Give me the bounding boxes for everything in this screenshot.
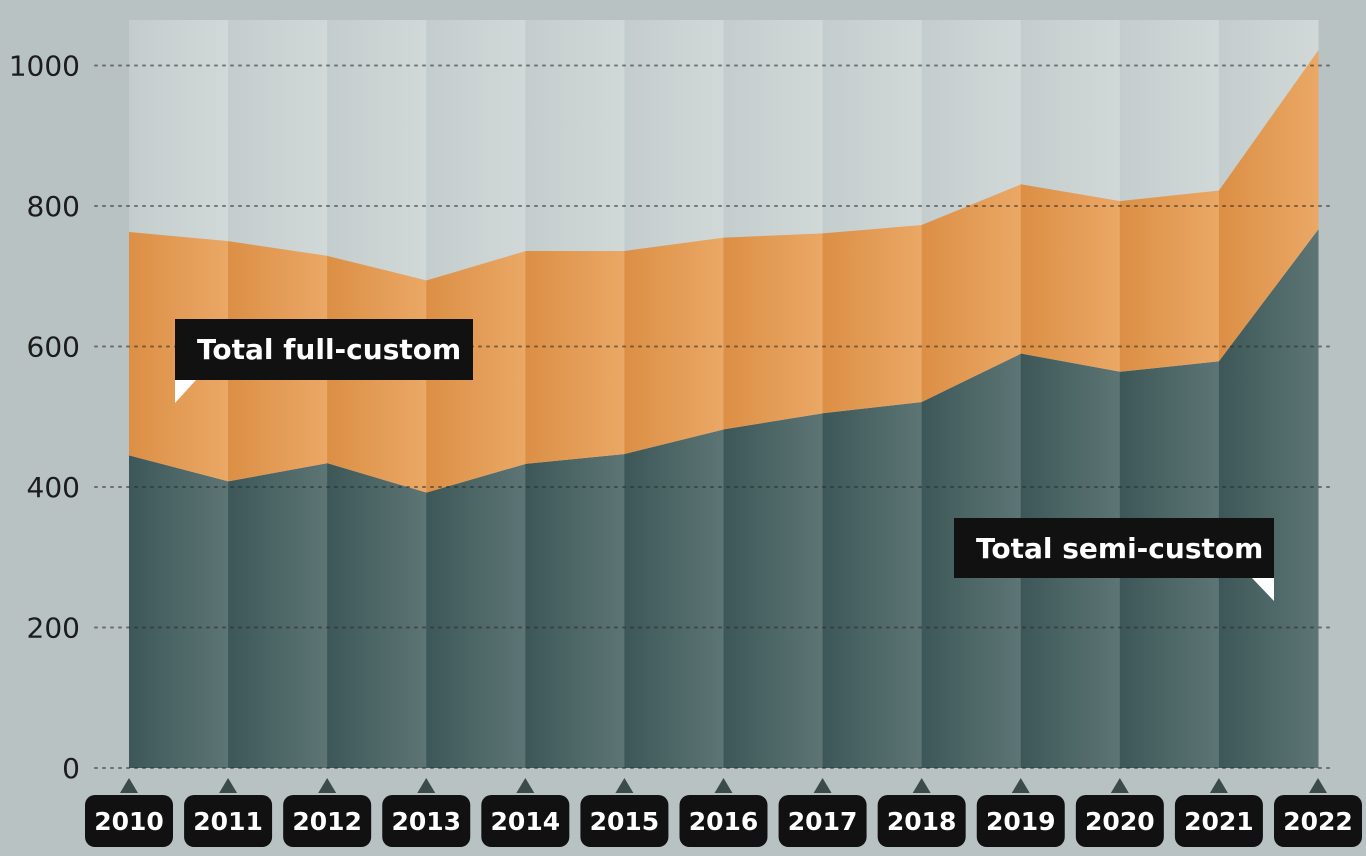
x-tick-marker <box>120 778 138 793</box>
x-tick-label: 2013 <box>391 807 461 836</box>
x-tick-label: 2016 <box>689 807 759 836</box>
y-tick-label: 800 <box>27 190 80 223</box>
area-segment-semi-custom <box>1218 229 1319 768</box>
x-axis: 2010 2011 2012 2013 2014 2015 2016 2017 2018 2019… <box>85 778 1362 847</box>
area-segment-semi-custom <box>723 413 824 768</box>
x-tick-marker <box>912 778 931 793</box>
x-tick-marker <box>1011 778 1030 793</box>
x-tick-marker <box>219 778 238 793</box>
gridlines <box>94 64 1331 769</box>
x-tick-label: 2020 <box>1085 807 1155 836</box>
x-tick-marker <box>417 778 436 793</box>
x-tick-label: 2015 <box>590 807 660 836</box>
area-segment-full-custom <box>1119 190 1220 372</box>
x-tick-label: 2018 <box>887 807 957 836</box>
x-tick-label: 2012 <box>292 807 362 836</box>
area-segment-semi-custom <box>624 429 724 768</box>
callout-full-custom-label: Total full-custom <box>197 333 461 366</box>
y-tick-label: 1000 <box>9 50 80 83</box>
y-tick-label: 0 <box>62 752 80 785</box>
x-tick-label: 2022 <box>1283 807 1353 836</box>
area-segment-semi-custom <box>525 453 625 768</box>
area-segment-full-custom <box>426 250 526 493</box>
area-segment-full-custom <box>822 224 923 414</box>
x-tick-marker <box>318 778 337 793</box>
x-tick-marker <box>714 778 733 793</box>
x-tick-badge <box>85 795 173 847</box>
area-segment-full-custom <box>723 233 824 430</box>
x-tick-badge <box>1274 795 1362 847</box>
x-tick-badge <box>679 795 768 847</box>
x-tick-badge <box>1174 795 1263 847</box>
y-tick-label: 600 <box>27 331 80 364</box>
area-segment-full-custom <box>624 237 724 454</box>
y-axis: 0 200 400 600 800 1000 <box>9 50 80 786</box>
x-tick-marker <box>813 778 832 793</box>
x-tick-label: 2014 <box>491 807 561 836</box>
y-tick-label: 400 <box>27 471 80 504</box>
x-tick-marker <box>1309 778 1327 793</box>
callout-semi-custom-label: Total semi-custom <box>976 532 1263 565</box>
x-tick-badge <box>382 795 471 847</box>
area-segment-full-custom <box>525 250 625 464</box>
x-tick-badge <box>778 795 867 847</box>
x-tick-marker <box>615 778 634 793</box>
x-tick-marker <box>516 778 535 793</box>
x-tick-badge <box>184 795 273 847</box>
x-tick-badge <box>877 795 966 847</box>
y-tick-label: 200 <box>27 612 80 645</box>
x-tick-label: 2011 <box>193 807 263 836</box>
area-segment-semi-custom <box>129 455 229 768</box>
x-tick-label: 2010 <box>94 807 164 836</box>
area-segment-semi-custom <box>228 463 328 768</box>
area-segment-full-custom <box>1020 184 1121 372</box>
x-tick-badge <box>1075 795 1164 847</box>
x-tick-marker <box>1110 778 1129 793</box>
series-callouts: Total full-custom Total semi-custom <box>175 319 1274 601</box>
x-tick-badge <box>283 795 372 847</box>
x-tick-marker <box>1209 778 1228 793</box>
x-tick-label: 2017 <box>788 807 858 836</box>
x-tick-badge <box>976 795 1065 847</box>
area-segment-full-custom <box>921 184 1022 402</box>
area-segment-semi-custom <box>426 463 526 768</box>
x-tick-label: 2021 <box>1184 807 1254 836</box>
x-tick-label: 2019 <box>986 807 1056 836</box>
area-segment-semi-custom <box>327 463 427 768</box>
callout-semi-custom: Total semi-custom <box>954 518 1274 601</box>
x-tick-badge <box>481 795 570 847</box>
x-tick-badge <box>580 795 669 847</box>
area-segment-semi-custom <box>822 401 923 768</box>
callout-full-custom: Total full-custom <box>175 319 473 403</box>
area-segment-full-custom <box>1218 50 1319 362</box>
